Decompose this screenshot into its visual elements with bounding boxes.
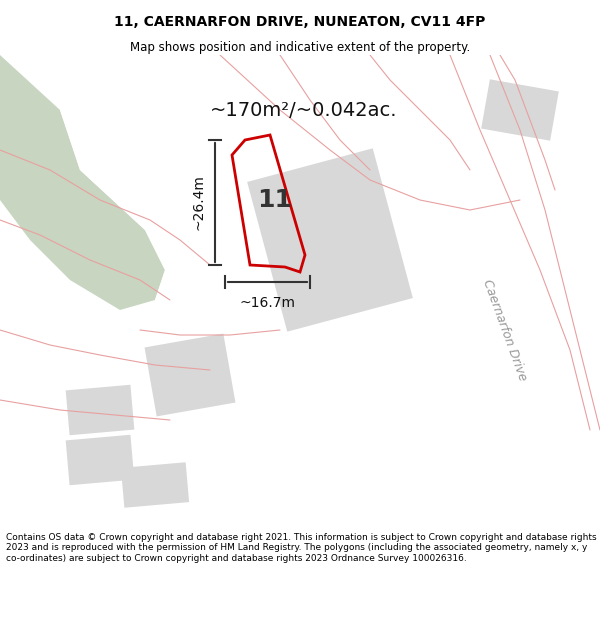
Text: Caernarfon Drive: Caernarfon Drive (481, 278, 529, 382)
Text: ~170m²/~0.042ac.: ~170m²/~0.042ac. (210, 101, 398, 119)
Polygon shape (0, 55, 165, 310)
Polygon shape (247, 148, 413, 332)
Text: Map shows position and indicative extent of the property.: Map shows position and indicative extent… (130, 41, 470, 54)
Text: Contains OS data © Crown copyright and database right 2021. This information is : Contains OS data © Crown copyright and d… (6, 533, 596, 562)
Polygon shape (481, 79, 559, 141)
Polygon shape (145, 334, 235, 416)
Text: ~26.4m: ~26.4m (191, 174, 205, 231)
Polygon shape (121, 462, 189, 508)
Text: 11: 11 (257, 188, 293, 212)
Polygon shape (65, 435, 134, 485)
Polygon shape (65, 385, 134, 435)
Text: 11, CAERNARFON DRIVE, NUNEATON, CV11 4FP: 11, CAERNARFON DRIVE, NUNEATON, CV11 4FP (115, 16, 485, 29)
Text: ~16.7m: ~16.7m (239, 296, 296, 310)
Polygon shape (60, 55, 600, 385)
